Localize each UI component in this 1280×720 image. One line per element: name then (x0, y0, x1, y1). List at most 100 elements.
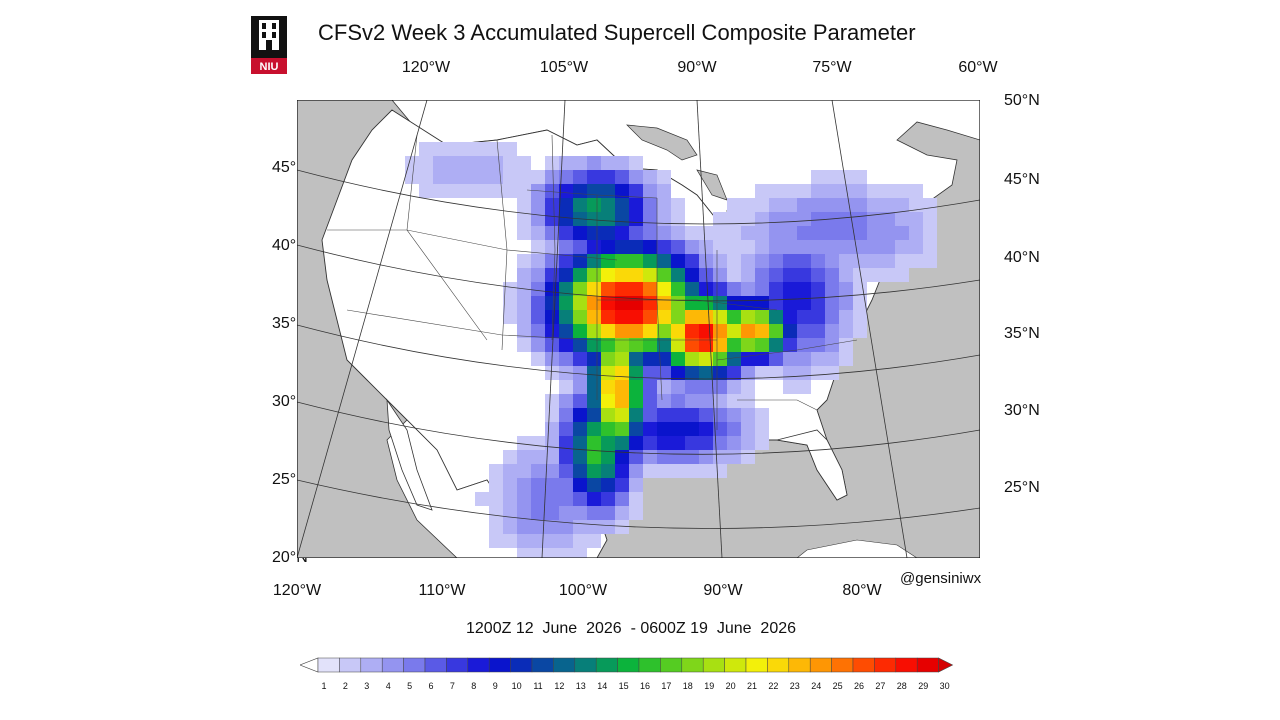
scp-cell (559, 422, 573, 436)
scp-cell (713, 352, 727, 366)
scp-cell (531, 492, 545, 506)
scp-cell (923, 254, 937, 268)
scp-cell (741, 436, 755, 450)
state-boundaries (327, 134, 858, 430)
colorbar-box (617, 657, 640, 673)
scp-cell (727, 408, 741, 422)
scp-cell (825, 282, 839, 296)
scp-cell (545, 492, 559, 506)
scp-cell (573, 380, 587, 394)
scp-cell (825, 254, 839, 268)
scp-cell (517, 310, 531, 324)
scp-cell (545, 422, 559, 436)
scp-cell (685, 450, 699, 464)
scp-cell (923, 226, 937, 240)
scp-cell (587, 436, 601, 450)
scp-cell (517, 296, 531, 310)
scp-cell (895, 226, 909, 240)
scp-cell (727, 310, 741, 324)
scp-cell (629, 170, 643, 184)
top-lon-label: 105°W (539, 59, 589, 76)
colorbar-tick-label: 12 (554, 681, 564, 691)
scp-cell (713, 240, 727, 254)
scp-cell (727, 366, 741, 380)
scp-cell (503, 450, 517, 464)
scp-cell (755, 422, 769, 436)
scp-cell (727, 296, 741, 310)
scp-cell (447, 184, 461, 198)
colorbar-tick-label: 6 (428, 681, 433, 691)
scp-cell (881, 184, 895, 198)
scp-cell (587, 338, 601, 352)
scp-cell (559, 506, 573, 520)
scp-cell (909, 226, 923, 240)
colorbar-tick-label: 18 (683, 681, 693, 691)
scp-cell (503, 296, 517, 310)
scp-cell (643, 366, 657, 380)
scp-cell (559, 464, 573, 478)
scp-cell (503, 534, 517, 548)
scp-map (297, 100, 980, 558)
scp-cell (643, 450, 657, 464)
scp-cell (853, 184, 867, 198)
colorbar-tick-label: 19 (704, 681, 714, 691)
colorbar-box (809, 657, 832, 673)
colorbar-tick-label: 15 (619, 681, 629, 691)
scp-cell (769, 324, 783, 338)
top-lon-label: 60°W (958, 59, 998, 76)
scp-cell (489, 142, 503, 156)
scp-cell (867, 226, 881, 240)
scp-cell (783, 268, 797, 282)
logo-text: NIU (260, 61, 279, 73)
scp-cell (447, 156, 461, 170)
scp-cell (797, 254, 811, 268)
scp-cell (643, 184, 657, 198)
scp-cell (643, 380, 657, 394)
scp-cell (419, 156, 433, 170)
scp-cell (685, 436, 699, 450)
scp-cell (839, 226, 853, 240)
scp-cell (657, 268, 671, 282)
scp-cell (643, 282, 657, 296)
scp-cell (685, 282, 699, 296)
scp-cell (559, 310, 573, 324)
colorbar-tick-label: 7 (450, 681, 455, 691)
scp-cell (671, 226, 685, 240)
scp-cell (657, 380, 671, 394)
scp-cell (475, 142, 489, 156)
scp-cell (517, 478, 531, 492)
scp-cell (685, 254, 699, 268)
scp-cell (629, 408, 643, 422)
scp-cell (517, 212, 531, 226)
scp-cell (783, 254, 797, 268)
scp-cell (573, 226, 587, 240)
scp-cell (685, 310, 699, 324)
scp-cell (839, 324, 853, 338)
scp-cell (699, 408, 713, 422)
scp-cell (853, 254, 867, 268)
scp-cell (489, 464, 503, 478)
scp-cell (769, 310, 783, 324)
scp-cell (587, 198, 601, 212)
scp-cell (741, 450, 755, 464)
scp-cell (755, 310, 769, 324)
scp-cell (545, 548, 559, 558)
scp-cell (685, 352, 699, 366)
scp-cell (867, 268, 881, 282)
scp-cell (727, 240, 741, 254)
scp-cell (769, 366, 783, 380)
scp-cell (573, 394, 587, 408)
scp-cell (573, 338, 587, 352)
scp-cell (867, 198, 881, 212)
scp-cell (825, 268, 839, 282)
scp-cell (783, 212, 797, 226)
scp-cell (769, 338, 783, 352)
scp-cell (923, 240, 937, 254)
scp-cell (559, 338, 573, 352)
scp-cell (517, 226, 531, 240)
scp-cell (741, 352, 755, 366)
scp-cell (559, 184, 573, 198)
colorbar-box (831, 657, 854, 673)
scp-cell (769, 296, 783, 310)
scp-cell (573, 422, 587, 436)
